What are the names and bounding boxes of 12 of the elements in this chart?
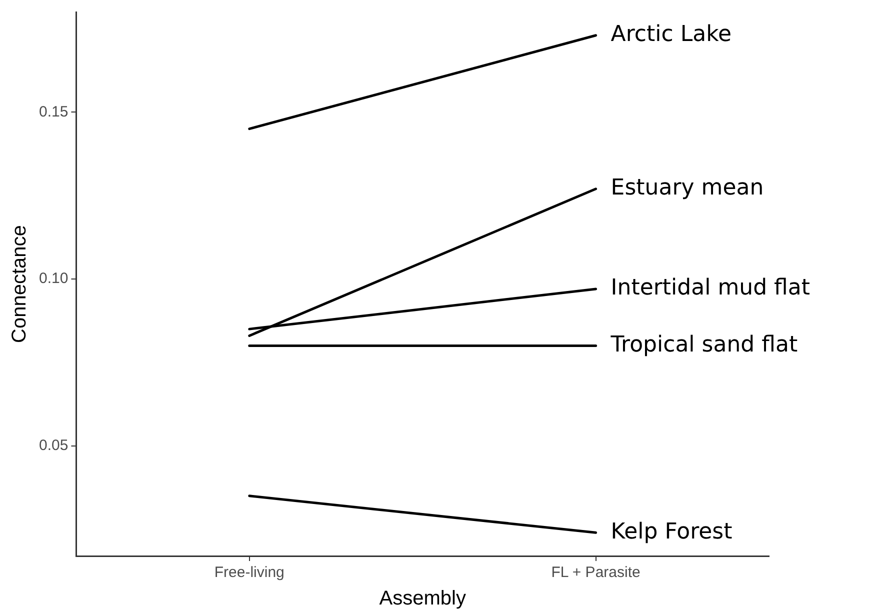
series-label: Kelp Forest [610,519,733,544]
x-axis-title: Assembly [379,588,466,610]
series-label: Intertidal mud flat [610,276,810,301]
x-tick-label: FL + Parasite [551,564,640,582]
series-label: Tropical sand flat [610,332,798,358]
y-axis-title: Connectance [8,225,31,343]
x-tick-label: Free-living [214,564,284,582]
y-tick-label: 0.10 [38,270,68,288]
y-tick-label: 0.15 [38,103,68,120]
series-label: Estuary mean [610,176,764,201]
y-tick-label: 0.05 [38,437,68,454]
series-label: Arctic Lake [610,22,732,48]
